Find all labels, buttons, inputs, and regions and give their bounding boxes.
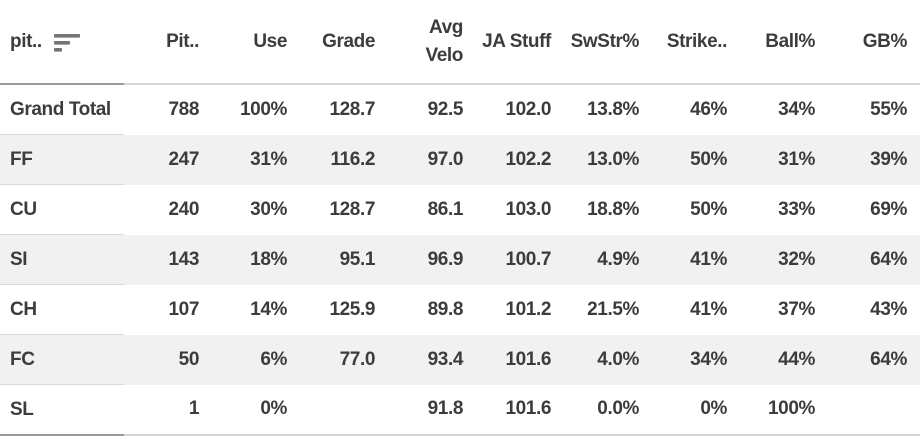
value-cell: 128.7	[329, 198, 375, 220]
row-label-cell: SI	[0, 234, 124, 285]
row-label-cell: Grand Total	[0, 84, 124, 135]
value-cell: 101.6	[476, 384, 564, 436]
header-row: pit.. Pit.. Use Grade Avg Velo JA Stuff …	[0, 0, 920, 85]
value-cell: 95.1	[339, 248, 376, 270]
value-cell: 31%	[250, 148, 287, 170]
pitch-stats-table: pit.. Pit.. Use Grade Avg Velo JA Stuff …	[0, 0, 920, 436]
value-cell: 33%	[778, 198, 815, 220]
value-cell: 34%	[778, 98, 815, 120]
row-label-cell: FC	[0, 334, 124, 385]
value-cell: 4.9%	[597, 248, 639, 270]
table-row: SL 1 0% 91.8 101.6 0.0% 0% 100%	[0, 384, 920, 436]
value-cell: 39%	[870, 148, 907, 170]
column-header-pitch-type[interactable]: pit..	[0, 0, 124, 85]
value-cell: 50	[178, 348, 200, 370]
value-cell: 43%	[870, 298, 907, 320]
value-cell: 14%	[250, 298, 287, 320]
value-cell: 0.0%	[564, 384, 652, 436]
value-cell: 100%	[240, 98, 287, 120]
value-cell: 107	[168, 298, 199, 320]
value-cell: 34%	[690, 348, 727, 370]
value-cell: 41%	[690, 248, 727, 270]
value-cell: 102.2	[505, 148, 551, 170]
value-cell: 13.0%	[587, 148, 639, 170]
value-cell: 46%	[690, 98, 727, 120]
column-header-ja-stuff[interactable]: JA Stuff	[476, 0, 564, 85]
row-label-cell: FF	[0, 134, 124, 185]
column-header-avg-velo[interactable]: Avg Velo	[388, 0, 476, 85]
value-cell: 143	[168, 248, 199, 270]
column-header-pitches[interactable]: Pit..	[124, 0, 212, 85]
value-cell: 96.9	[427, 248, 464, 270]
value-cell: 21.5%	[587, 298, 639, 320]
value-cell: 0%	[212, 384, 300, 436]
value-cell: 100.7	[505, 248, 551, 270]
value-cell: 0%	[652, 384, 740, 436]
value-cell: 64%	[870, 248, 907, 270]
value-cell	[300, 384, 388, 436]
value-cell: 41%	[690, 298, 727, 320]
value-cell: 101.6	[505, 348, 551, 370]
value-cell: 93.4	[427, 348, 464, 370]
table-header: pit.. Pit.. Use Grade Avg Velo JA Stuff …	[0, 0, 920, 85]
value-cell: 6%	[260, 348, 287, 370]
row-label-cell: CU	[0, 184, 124, 235]
column-header-swstr-pct[interactable]: SwStr%	[564, 0, 652, 85]
row-label-cell: CH	[0, 284, 124, 335]
table-row: CU 240 30% 128.7 86.1 103.0 18.8% 50% 33% 69%	[0, 184, 920, 235]
value-cell: 100%	[740, 384, 828, 436]
value-cell: 31%	[778, 148, 815, 170]
column-header-use[interactable]: Use	[212, 0, 300, 85]
value-cell: 55%	[870, 98, 907, 120]
value-cell: 97.0	[427, 148, 464, 170]
value-cell: 128.7	[329, 98, 375, 120]
value-cell: 102.0	[505, 98, 551, 120]
value-cell: 64%	[870, 348, 907, 370]
column-header-ball-pct[interactable]: Ball%	[740, 0, 828, 85]
table-row: SI 143 18% 95.1 96.9 100.7 4.9% 41% 32% 64%	[0, 234, 920, 285]
value-cell: 91.8	[388, 384, 476, 436]
value-cell: 13.8%	[587, 98, 639, 120]
value-cell: 125.9	[329, 298, 375, 320]
row-label-cell: SL	[0, 384, 124, 436]
table-row: FC 50 6% 77.0 93.4 101.6 4.0% 34% 44% 64%	[0, 334, 920, 385]
value-cell: 86.1	[427, 198, 464, 220]
table-row: FF 247 31% 116.2 97.0 102.2 13.0% 50% 31% 39%	[0, 134, 920, 185]
value-cell: 240	[168, 198, 199, 220]
value-cell: 37%	[778, 298, 815, 320]
value-cell: 89.8	[427, 298, 464, 320]
column-header-gb-pct[interactable]: GB%	[828, 0, 920, 85]
value-cell: 1	[124, 384, 212, 436]
value-cell: 69%	[870, 198, 907, 220]
value-cell: 44%	[778, 348, 815, 370]
table-body: Grand Total 788 100% 128.7 92.5 102.0 13.8% 46%…	[0, 84, 920, 436]
column-header-strike[interactable]: Strike..	[652, 0, 740, 85]
value-cell: 77.0	[339, 348, 376, 370]
value-cell: 50%	[690, 198, 727, 220]
value-cell: 92.5	[427, 98, 464, 120]
column-header-pitch-type-label: pit..	[10, 30, 42, 52]
value-cell: 788	[168, 98, 199, 120]
value-cell: 18%	[250, 248, 287, 270]
sort-descending-icon[interactable]	[53, 33, 81, 52]
value-cell: 116.2	[330, 148, 376, 170]
value-cell: 4.0%	[597, 348, 639, 370]
table-row-grand-total: Grand Total 788 100% 128.7 92.5 102.0 13.8% 46%…	[0, 84, 920, 135]
value-cell: 247	[168, 148, 199, 170]
column-header-grade[interactable]: Grade	[300, 0, 388, 85]
table-row: CH 107 14% 125.9 89.8 101.2 21.5% 41% 37% 43%	[0, 284, 920, 335]
value-cell: 30%	[250, 198, 287, 220]
value-cell: 103.0	[505, 198, 551, 220]
value-cell: 18.8%	[587, 198, 639, 220]
value-cell	[828, 384, 920, 436]
value-cell: 50%	[690, 148, 727, 170]
value-cell: 32%	[778, 248, 815, 270]
value-cell: 101.2	[505, 298, 551, 320]
